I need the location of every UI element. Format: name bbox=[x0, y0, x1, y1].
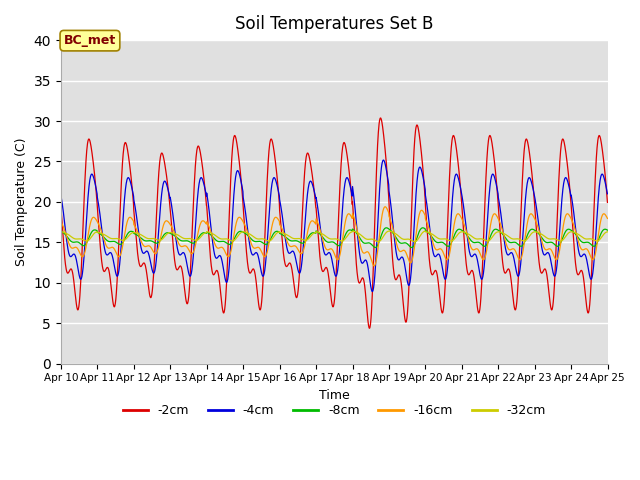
X-axis label: Time: Time bbox=[319, 389, 349, 402]
-2cm bbox=[365, 325, 373, 331]
-8cm bbox=[371, 245, 379, 251]
Y-axis label: Soil Temperature (C): Soil Temperature (C) bbox=[15, 138, 28, 266]
-8cm bbox=[383, 225, 390, 231]
Line: -2cm: -2cm bbox=[61, 118, 607, 328]
-16cm bbox=[493, 214, 501, 220]
-16cm bbox=[57, 219, 65, 225]
-8cm bbox=[556, 242, 563, 248]
-8cm bbox=[493, 227, 501, 232]
-32cm bbox=[493, 229, 501, 235]
-2cm bbox=[493, 190, 501, 195]
-32cm bbox=[209, 231, 217, 237]
-2cm bbox=[209, 272, 217, 277]
Text: BC_met: BC_met bbox=[64, 34, 116, 47]
-2cm bbox=[350, 220, 358, 226]
-4cm bbox=[350, 194, 358, 200]
-16cm bbox=[350, 214, 358, 220]
-8cm bbox=[362, 240, 369, 246]
-4cm bbox=[604, 191, 611, 197]
-8cm bbox=[209, 235, 217, 240]
Title: Soil Temperatures Set B: Soil Temperatures Set B bbox=[235, 15, 433, 33]
-16cm bbox=[604, 216, 611, 221]
-32cm bbox=[556, 238, 563, 244]
-16cm bbox=[556, 247, 563, 253]
-32cm bbox=[571, 230, 579, 236]
-16cm bbox=[209, 236, 217, 242]
Line: -8cm: -8cm bbox=[61, 228, 607, 248]
-16cm bbox=[370, 263, 378, 269]
-4cm bbox=[380, 157, 387, 163]
-4cm bbox=[493, 187, 501, 192]
-4cm bbox=[369, 288, 376, 294]
-8cm bbox=[350, 227, 358, 233]
-32cm bbox=[362, 236, 370, 242]
-32cm bbox=[604, 229, 611, 235]
Line: -32cm: -32cm bbox=[61, 231, 607, 241]
-32cm bbox=[349, 228, 356, 234]
-2cm bbox=[377, 115, 385, 121]
-16cm bbox=[381, 204, 389, 210]
-8cm bbox=[571, 230, 579, 236]
-2cm bbox=[362, 293, 369, 299]
-32cm bbox=[350, 228, 358, 234]
-4cm bbox=[571, 218, 579, 224]
-2cm bbox=[604, 200, 611, 205]
-2cm bbox=[556, 162, 563, 168]
-8cm bbox=[57, 228, 65, 234]
-2cm bbox=[57, 204, 65, 210]
-2cm bbox=[571, 253, 579, 259]
-4cm bbox=[209, 244, 217, 250]
-16cm bbox=[362, 250, 369, 255]
Line: -16cm: -16cm bbox=[61, 207, 607, 266]
-4cm bbox=[57, 192, 65, 198]
Line: -4cm: -4cm bbox=[61, 160, 607, 291]
-32cm bbox=[374, 239, 382, 244]
-4cm bbox=[556, 228, 563, 234]
-16cm bbox=[571, 226, 579, 231]
-4cm bbox=[362, 257, 369, 263]
-8cm bbox=[604, 227, 611, 233]
-32cm bbox=[57, 229, 65, 235]
Legend: -2cm, -4cm, -8cm, -16cm, -32cm: -2cm, -4cm, -8cm, -16cm, -32cm bbox=[118, 399, 551, 422]
